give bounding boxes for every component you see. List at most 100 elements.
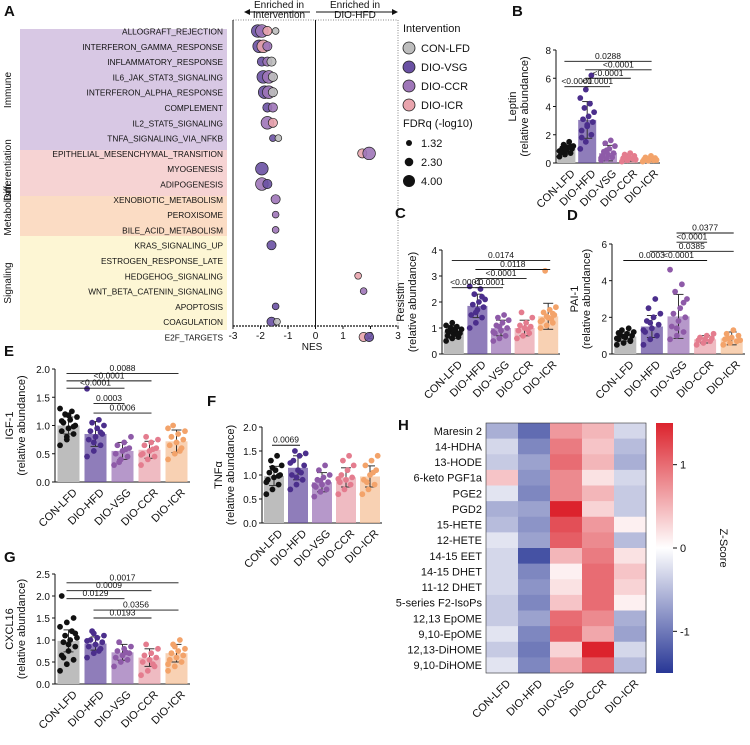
y-axis-label: IGF-1 <box>4 411 16 439</box>
y-tick-label: 0.0 <box>36 478 50 489</box>
heatmap-cell <box>614 516 647 533</box>
data-point <box>124 453 131 460</box>
data-point <box>552 304 559 311</box>
y-tick-label: 1.0 <box>243 471 257 482</box>
heatmap-row-label: 9,10-EpOME <box>418 629 482 641</box>
heatmap-cell <box>550 532 583 549</box>
data-point <box>591 109 598 116</box>
data-point <box>365 486 372 493</box>
heatmap-cell <box>582 423 615 440</box>
data-point <box>138 451 144 458</box>
heatmap-cell <box>550 563 583 580</box>
data-point <box>479 314 485 321</box>
data-point <box>166 442 173 449</box>
data-point <box>518 309 525 316</box>
p-value-label: 0.0069 <box>273 435 299 445</box>
data-point <box>370 469 376 476</box>
legend-title: Intervention <box>403 23 460 35</box>
data-point <box>57 623 63 630</box>
heatmap-cell <box>582 485 615 502</box>
pathway-label: APOPTOSIS <box>175 302 223 312</box>
size-legend-label: 4.00 <box>421 176 442 188</box>
data-point <box>584 121 591 128</box>
panel-label-b: B <box>512 3 523 20</box>
heatmap-cell <box>614 485 647 502</box>
legend-label: DIO-ICR <box>421 100 463 112</box>
heatmap-cell <box>518 610 551 627</box>
data-point <box>667 336 673 343</box>
data-point <box>647 336 654 343</box>
data-point <box>292 448 298 454</box>
data-point <box>524 326 531 333</box>
y-axis-label-2: (relative abundance) <box>16 375 28 475</box>
p-value-label: 0.0009 <box>96 580 122 590</box>
data-point <box>344 467 351 474</box>
data-point <box>111 663 117 670</box>
size-legend-dot <box>404 157 414 167</box>
data-point <box>176 448 183 454</box>
colorbar-tick-label: 0 <box>680 543 686 555</box>
data-point <box>70 431 77 437</box>
data-point <box>182 645 188 652</box>
data-point <box>293 474 300 481</box>
y-axis-label: Leptin <box>507 92 519 122</box>
panel-g: G 0.0 0.5 1.0 1.5 2.0 2.5 CXCL16 (relative abund… <box>4 549 190 732</box>
data-point <box>70 656 77 663</box>
data-point <box>144 667 151 674</box>
data-point <box>657 310 664 317</box>
heatmap-row-label: PGD2 <box>452 504 482 516</box>
arrow-right-head <box>392 9 398 15</box>
p-value-label: <0.0001 <box>486 268 517 278</box>
heatmap-cell <box>550 610 583 627</box>
data-point <box>653 156 660 163</box>
x-tick-label: -3 <box>229 331 238 342</box>
heatmap-cell <box>550 501 583 518</box>
pathway-label: KRAS_SIGNALING_UP <box>134 241 223 251</box>
data-point <box>141 442 148 449</box>
category-band-metabolism <box>20 196 227 236</box>
data-point <box>577 145 584 152</box>
heatmap-cell <box>486 438 519 455</box>
data-point <box>58 418 65 424</box>
heatmap-cell <box>518 485 551 502</box>
heatmap-cell <box>486 516 519 533</box>
data-point <box>116 459 123 466</box>
heatmap-cell <box>550 516 583 533</box>
data-point <box>90 650 97 657</box>
data-point <box>349 474 356 481</box>
data-point <box>263 479 270 486</box>
data-point <box>58 428 65 435</box>
data-point <box>335 475 342 482</box>
y-axis-label: PAI-1 <box>569 286 581 313</box>
y-tick-label: 6 <box>545 74 551 85</box>
heatmap-cell <box>614 626 647 643</box>
heatmap-cell <box>518 532 551 549</box>
data-point <box>90 439 97 446</box>
data-point <box>582 86 589 93</box>
p-value-label: 0.0088 <box>110 363 136 373</box>
data-point <box>495 314 501 321</box>
data-point <box>97 442 104 449</box>
data-point <box>680 299 687 306</box>
y-tick-label: 2.0 <box>36 365 50 376</box>
nes-point <box>271 27 280 35</box>
data-point <box>117 659 124 665</box>
data-point <box>340 457 346 464</box>
y-tick-label: 4 <box>601 277 607 288</box>
pathway-label: HEDGEHOG_SIGNALING <box>125 271 223 281</box>
data-point <box>168 433 175 440</box>
data-point <box>74 414 80 420</box>
nes-point <box>267 102 278 113</box>
data-point <box>166 656 173 663</box>
heatmap-cell <box>614 469 647 486</box>
category-label: Signaling <box>3 262 14 303</box>
data-point <box>543 313 550 320</box>
heatmap-row-label: 15-HETE <box>437 520 482 532</box>
data-point <box>350 462 357 469</box>
category-label: Differentiation <box>3 139 14 201</box>
data-point <box>173 439 180 446</box>
heatmap-cell <box>518 548 551 565</box>
nes-point <box>262 179 273 189</box>
data-point <box>72 630 79 637</box>
